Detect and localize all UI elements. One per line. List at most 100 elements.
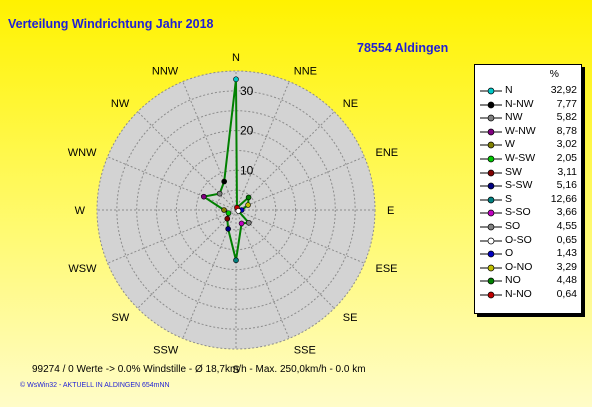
legend-symbol [480,250,502,258]
legend-symbol [480,237,502,244]
data-point [238,220,245,227]
legend-name: W-NW [505,124,536,137]
data-point [225,226,231,232]
direction-label: NE [343,98,358,110]
direction-label: NNE [294,65,317,77]
legend-row: NO 4,48 [475,274,581,287]
legend-name: NW [505,111,523,124]
data-point [200,193,207,200]
legend-name: N [505,84,513,96]
direction-label: NNW [152,65,179,77]
legend-value: 3,66 [556,206,577,219]
legend-row: O-NO 3,29 [475,261,581,274]
legend-row: NW 5,82 [475,111,581,124]
chart-title: Verteilung Windrichtung Jahr 2018 [8,17,214,31]
r-tick-label: 30 [240,84,254,98]
legend-symbol [480,278,502,285]
grid-spoke [137,209,237,309]
direction-label: NW [111,98,130,110]
legend-name: S-SO [505,206,531,219]
data-point [233,257,239,264]
grid-spoke [107,156,237,211]
data-point [245,194,252,201]
legend-name: W-SW [505,152,536,164]
legend-row: W-NW 8,78 [475,125,581,138]
footer-credit: © WsWin32 - AKTUELL IN ALDINGEN 654mNN [20,382,170,389]
direction-label: E [387,205,394,217]
legend: % N 32,92 N-NW 7,77 NW 5,82 W-NW 8,78 W 3,02 W-SW 2… [474,64,582,314]
legend-name: W [505,138,515,151]
legend-symbol [480,264,502,272]
legend-row: N-NW 7,77 [475,98,581,111]
footer-stats: 99274 / 0 Werte -> 0.0% Windstille - Ø 1… [32,364,366,375]
data-point [245,219,252,226]
legend-row: S 12,66 [475,193,581,206]
data-point [245,202,251,208]
grid-spoke [137,111,237,211]
legend-row: SO 4,55 [475,220,581,233]
direction-label: WSW [68,263,97,275]
legend-name: O [505,247,514,260]
direction-label: WNW [68,147,97,159]
legend-symbol [480,223,502,231]
legend-symbol [480,210,502,217]
legend-value: 1,43 [556,247,577,260]
legend-row: S-SO 3,66 [475,206,581,219]
r-tick-label: 10 [240,163,254,177]
legend-value: 3,29 [556,260,577,273]
grid-spoke [235,81,290,211]
legend-row: S-SW 5,16 [475,179,581,192]
legend-value: 3,11 [557,165,577,178]
legend-value: 5,82 [556,111,577,124]
legend-name: N-NO [505,288,532,300]
legend-value: 3,02 [556,138,577,151]
legend-symbol [480,169,502,176]
legend-symbol [480,114,502,122]
legend-symbol [480,155,502,163]
legend-name: O-NO [505,260,533,273]
legend-value: 2,05 [556,152,577,164]
legend-value: 4,55 [556,220,577,232]
grid-ring [195,169,277,251]
r-tick-label: 20 [240,124,254,138]
chart-subtitle: 78554 Aldingen [357,41,449,55]
legend-name: N-NW [505,97,534,110]
direction-label: SW [111,312,129,324]
legend-row: SW 3,11 [475,166,581,179]
data-point [235,208,242,214]
legend-value: 4,48 [556,274,577,287]
legend-row: W 3,02 [475,138,581,151]
direction-label: ESE [376,263,398,275]
legend-symbol [480,291,502,299]
legend-row: O 1,43 [475,247,581,260]
grid-spoke [182,209,237,339]
grid-spoke [235,209,365,264]
direction-label: SSE [294,345,316,357]
direction-label: N [232,52,240,64]
grid-spoke [182,81,237,211]
legend-name: O-SO [505,233,532,246]
grid-spoke [107,209,237,264]
legend-name: NO [505,274,521,287]
legend-name: SW [505,165,522,178]
legend-name: SO [505,220,521,232]
legend-symbol [480,128,502,136]
data-point [221,178,227,185]
data-point [221,207,227,213]
grid-spoke [235,209,335,309]
legend-value: 32,92 [550,84,577,96]
grid-spoke [235,156,365,211]
legend-value: 5,16 [556,179,577,192]
legend-name: S [505,192,513,205]
legend-unit: % [549,68,559,80]
grid-spoke [235,209,290,339]
legend-value: 12,66 [550,192,577,205]
grid-ring [136,110,336,310]
data-point [216,190,223,197]
data-point [233,76,239,83]
direction-label: SE [343,312,358,324]
legend-value: 0,65 [556,233,577,246]
grid-spoke [235,111,335,211]
legend-row: N-NO 0,64 [475,288,581,301]
